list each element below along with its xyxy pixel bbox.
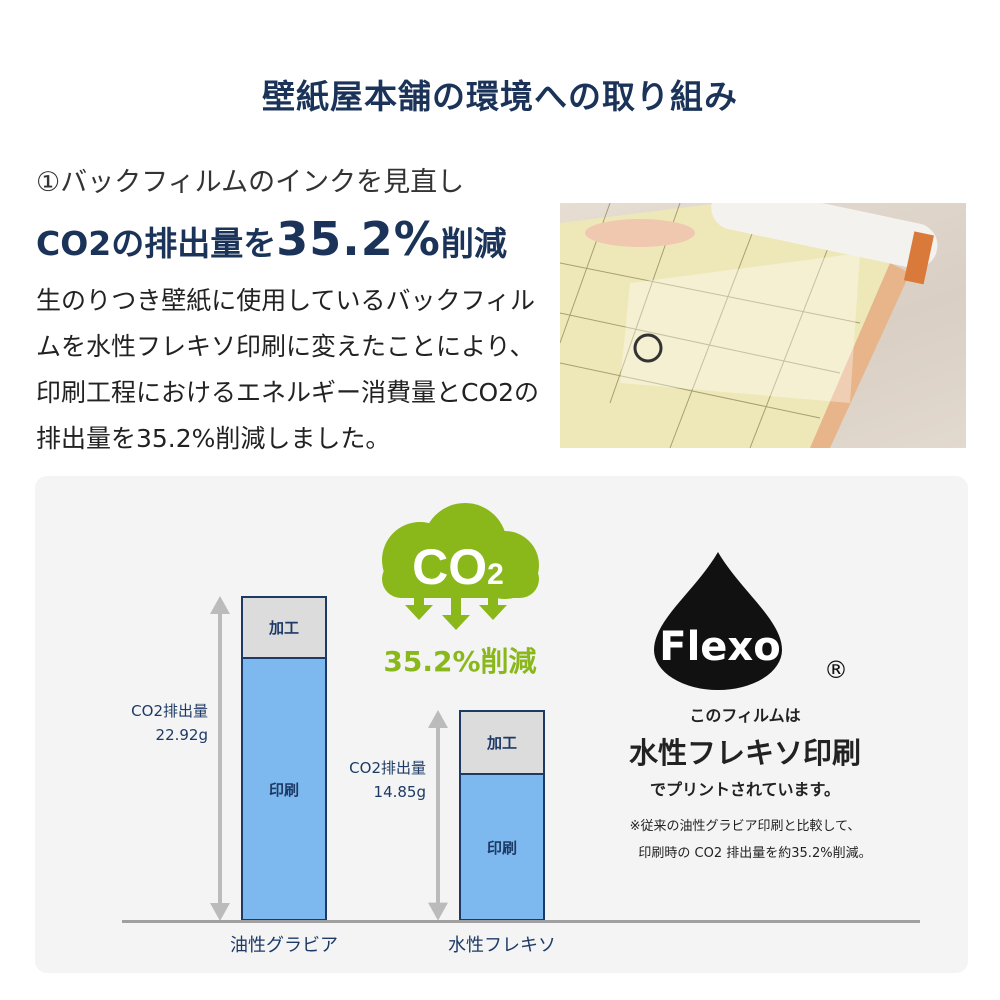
height-arrow-0 (210, 596, 230, 921)
co2-subscript: 2 (487, 558, 504, 591)
reduction-label: 35.2%削減 (383, 645, 537, 678)
segment-label: 加工 (268, 618, 299, 637)
segment-label: 加工 (486, 734, 517, 753)
headline-value: 35.2% (276, 212, 441, 266)
flexo-line1: このフィルムは (689, 706, 801, 725)
segment-printing-label: 印刷 (486, 838, 517, 857)
section-subtitle: ①バックフィルムのインクを見直し (36, 167, 465, 198)
segment-processing: 加工 (461, 712, 543, 775)
flexo-logo-text: Flexo (659, 624, 780, 670)
total-label-0: CO2排出量 22.92g (90, 699, 208, 747)
flexo-line2: 水性フレキソ印刷 (628, 736, 861, 770)
category-label-0: 油性グラビア (230, 935, 338, 956)
category-label-1: 水性フレキソ (448, 935, 556, 956)
segment-printing-label: 印刷 (268, 780, 299, 799)
description-paragraph: 生のりつき壁紙に使用しているバックフィルムを水性フレキソ印刷に変えたことにより、… (36, 286, 540, 453)
total-label-1: CO2排出量 14.85g (308, 756, 426, 804)
product-photo (560, 203, 966, 448)
total-caption: CO2排出量 (131, 701, 208, 720)
page-title: 壁紙屋本舗の環境への取り組み (262, 77, 738, 116)
total-value: 14.85g (373, 782, 426, 801)
chart-baseline (122, 920, 920, 923)
total-caption: CO2排出量 (349, 758, 426, 777)
height-arrow-1 (428, 710, 448, 921)
flexo-note1: ※従来の油性グラビア印刷と比較して、 (629, 819, 861, 834)
headline: CO2の排出量を35.2%削減 (36, 212, 507, 266)
film-roll-illustration (560, 203, 938, 448)
flexo-line3: でプリントされています。 (650, 780, 840, 799)
co2-cloud-icon: CO2 (382, 503, 539, 630)
flexo-drop-logo: Flexo ® (654, 552, 848, 690)
bar-0: 加工 印刷 (241, 596, 327, 921)
bar-1: 加工 印刷 (459, 710, 545, 921)
headline-prefix: CO2の排出量を (36, 224, 277, 263)
registered-mark: ® (824, 656, 848, 684)
segment-processing: 加工 (243, 598, 325, 659)
total-value: 22.92g (155, 725, 208, 744)
headline-suffix: 削減 (440, 224, 507, 263)
flexo-note2: 印刷時の CO2 排出量を約35.2%削減。 (638, 846, 872, 861)
svg-text:CO2: CO2 (412, 539, 504, 595)
co2-label: CO (412, 539, 487, 595)
